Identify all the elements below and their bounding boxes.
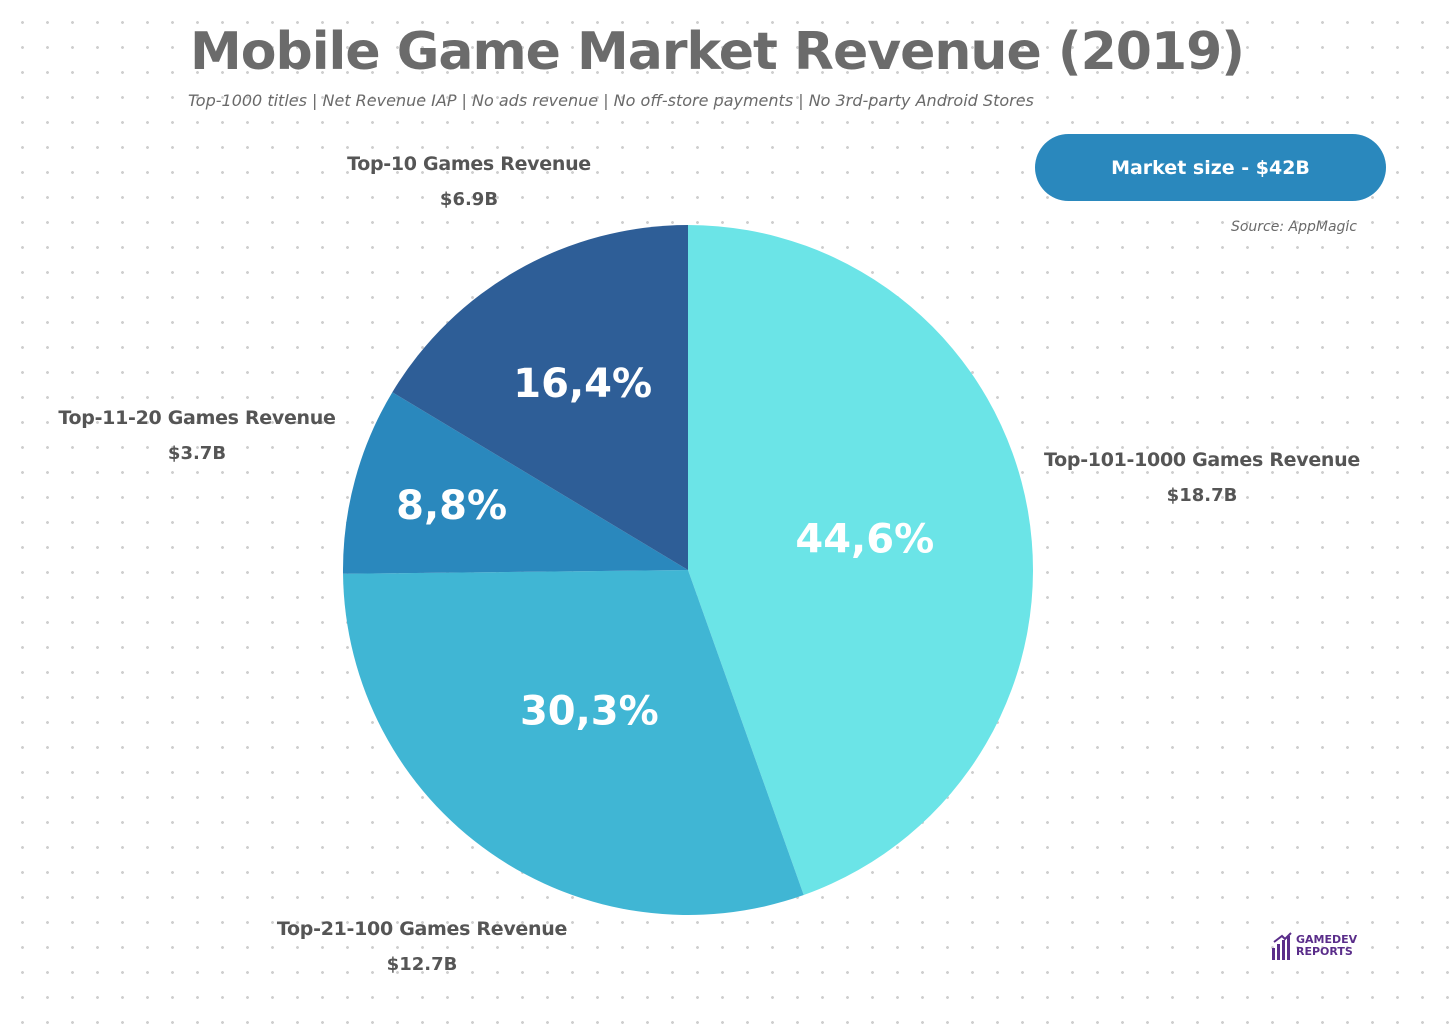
pie-slices: [343, 224, 1033, 916]
slice-name: Top-21-100 Games Revenue: [276, 918, 568, 940]
slice-top-101-1000: [688, 225, 1033, 896]
gamedev-reports-logo: GAMEDEV REPORTS: [1271, 932, 1357, 960]
slice-top-10: [392, 224, 688, 570]
logo-line-1: GAMEDEV: [1296, 933, 1358, 946]
slice-top-11-20: [343, 392, 688, 574]
market-size-text: Market size - $42B: [1111, 156, 1310, 179]
slice-top-21-100: [343, 570, 804, 916]
slice-top-10-percent: 16,4%: [513, 361, 652, 407]
slice-amount: $12.7B: [386, 954, 458, 975]
slice-name: Top-101-1000 Games Revenue: [1044, 449, 1360, 471]
slice-label-top-21-100: Top-21-100 Games Revenue $12.7B: [270, 918, 574, 975]
pie-percent-labels: 44,6% 30,3% 8,8% 16,4%: [396, 361, 934, 735]
logo-line-2: REPORTS: [1296, 945, 1353, 958]
slice-label-top-11-20: Top-11-20 Games Revenue $3.7B: [56, 407, 338, 464]
slice-name: Top-10 Games Revenue: [347, 153, 591, 175]
slice-label-top-10: Top-10 Games Revenue $6.9B: [340, 153, 598, 210]
slice-amount: $6.9B: [439, 189, 499, 210]
source-note: Source: AppMagic: [1230, 219, 1357, 235]
slice-top-21-100-percent: 30,3%: [520, 689, 659, 735]
slice-label-top-101-1000: Top-101-1000 Games Revenue $18.7B: [1044, 449, 1360, 506]
slice-name: Top-11-20 Games Revenue: [58, 407, 336, 429]
bar-chart-logo-icon: [1272, 932, 1292, 960]
chart-subtitle: Top-1000 titles | Net Revenue IAP | No a…: [188, 91, 1034, 110]
slice-amount: $3.7B: [167, 443, 227, 464]
market-size-badge: Market size - $42B: [1035, 134, 1386, 201]
slice-amount: $18.7B: [1166, 485, 1238, 506]
chart-title: Mobile Game Market Revenue (2019): [190, 22, 1245, 82]
slice-top-11-20-percent: 8,8%: [396, 483, 507, 529]
slice-top-101-1000-percent: 44,6%: [795, 516, 934, 562]
